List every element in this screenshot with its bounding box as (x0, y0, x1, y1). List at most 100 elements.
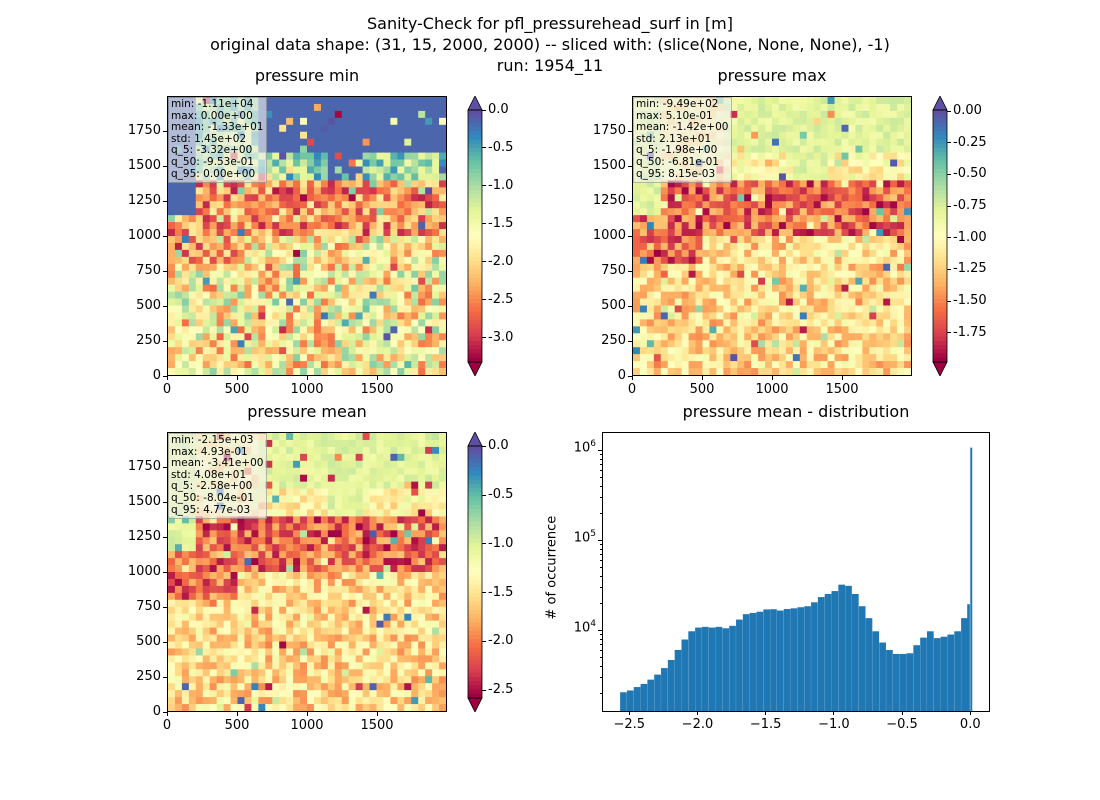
heatmap-cell (681, 347, 690, 355)
colorbar-segment (468, 341, 482, 346)
heatmap-cell (223, 326, 232, 334)
heatmap-cell (286, 439, 294, 448)
heatmap-cell (397, 284, 405, 293)
heatmap-cell (404, 460, 412, 469)
heatmap-cell (383, 488, 391, 497)
heatmap-cell (688, 215, 697, 223)
heatmap-cell (348, 131, 357, 140)
heatmap-cell (181, 683, 190, 691)
heatmap-cell (848, 138, 856, 147)
heatmap-cell (855, 361, 863, 369)
heatmap-cell (216, 347, 225, 355)
heatmap-cell (188, 270, 197, 279)
heatmap-cell (432, 222, 440, 230)
colorbar-segment (468, 273, 482, 279)
colorbar-segment (933, 294, 947, 300)
heatmap-cell (223, 634, 232, 643)
colorbar-extend-top (932, 96, 948, 111)
heatmap-cell (265, 263, 273, 272)
heatmap-cell (723, 187, 731, 195)
heatmap-cell (432, 558, 440, 566)
heatmap-cell (411, 620, 419, 629)
heatmap-cell (272, 669, 280, 677)
heatmap-cell (293, 187, 301, 195)
heatmap-cell (369, 509, 378, 517)
heatmap-cell (341, 565, 350, 573)
heatmap-cell (432, 683, 440, 691)
heatmap-cell (758, 242, 766, 251)
colorbar-tick-label: -2.0 (488, 253, 514, 269)
heatmap-cell (674, 340, 683, 348)
heatmap-cell (841, 166, 850, 175)
heatmap-cell (168, 229, 176, 237)
heatmap-cell (362, 516, 371, 524)
heatmap-cell (230, 641, 239, 650)
heatmap-cell (904, 117, 911, 126)
heatmap-cell (841, 222, 850, 230)
heatmap-cell (883, 236, 891, 244)
heatmap-cell (792, 368, 801, 375)
heatmap-cell (195, 592, 204, 601)
heatmap-cell (744, 347, 752, 355)
heatmap-cell (744, 256, 752, 265)
heatmap-cell (341, 173, 350, 181)
heatmap-cell (841, 173, 850, 181)
heatmap-cell (362, 270, 371, 279)
heatmap-cell (390, 361, 398, 369)
heatmap-cell (348, 229, 357, 237)
heatmap-cell (202, 222, 211, 230)
heatmap-cell (272, 215, 280, 223)
heatmap-cell (195, 683, 204, 691)
colorbar-segment (933, 139, 947, 145)
heatmap-cell (293, 152, 301, 161)
heatmap-cell (799, 173, 808, 181)
heatmap-cell (376, 460, 385, 469)
heatmap-cell (418, 229, 426, 237)
heatmap-cell (890, 110, 898, 119)
heatmap-cell (432, 368, 440, 375)
heatmap-cell (341, 97, 350, 105)
heatmap-cell (681, 319, 690, 327)
heatmap-cell (841, 305, 850, 314)
heatmap-cell (251, 340, 259, 348)
heatmap-cell (390, 145, 398, 154)
heatmap-cell (848, 131, 856, 140)
heatmap-cell (230, 256, 239, 265)
heatmap-cell (230, 347, 239, 355)
heatmap-cell (425, 103, 433, 112)
heatmap-cell (709, 368, 717, 375)
heatmap-cell (355, 467, 364, 476)
heatmap-cell (355, 145, 364, 154)
heatmap-cell (286, 599, 294, 608)
heatmap-cell (418, 333, 426, 341)
heatmap-cell (432, 641, 440, 650)
heatmap-cell (320, 347, 329, 355)
heatmap-cell (904, 194, 911, 202)
x-tick-mark (236, 376, 238, 380)
heatmap-cell (251, 578, 259, 587)
heatmap-cell (195, 544, 204, 552)
heatmap-cell (216, 236, 225, 244)
heatmap-cell (772, 291, 780, 300)
heatmap-cell (258, 242, 266, 251)
heatmap-cell (334, 270, 343, 279)
heatmap-cell (286, 131, 294, 140)
heatmap-cell (320, 509, 329, 517)
heatmap-cell (646, 208, 655, 216)
heatmap-cell (432, 690, 440, 698)
heatmap-cell (660, 291, 669, 300)
heatmap-cell (209, 516, 218, 524)
heatmap-cell (653, 256, 662, 265)
heatmap-cell (883, 340, 891, 348)
heatmap-cell (369, 460, 378, 469)
heatmap-cell (293, 697, 301, 705)
heatmap-cell (307, 117, 315, 126)
heatmap-cell (223, 368, 232, 375)
colorbar-segment (933, 311, 947, 317)
heatmap-cell (209, 544, 218, 552)
heatmap-cell (390, 166, 398, 175)
heatmap-cell (695, 236, 704, 244)
heatmap-cell (744, 222, 752, 230)
heatmap-cell (286, 446, 294, 455)
heatmap-cell (383, 97, 391, 105)
